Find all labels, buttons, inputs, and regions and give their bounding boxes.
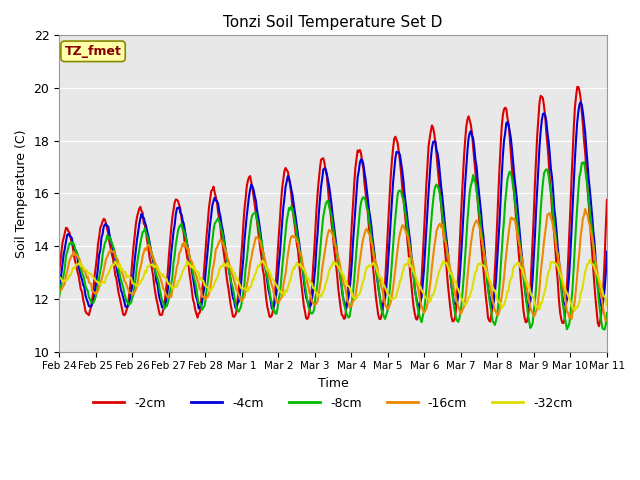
-8cm (553, 245, 561, 251)
-16cm (388, 292, 396, 298)
-8cm (226, 270, 234, 276)
-32cm (554, 264, 562, 270)
X-axis label: Time: Time (317, 377, 348, 390)
Line: -16cm: -16cm (59, 209, 607, 321)
-8cm (580, 159, 588, 165)
-2cm (286, 182, 294, 188)
-32cm (55, 275, 63, 280)
-4cm (554, 245, 562, 251)
-2cm (226, 294, 234, 300)
-16cm (226, 262, 234, 268)
-32cm (226, 264, 234, 269)
-8cm (286, 207, 294, 213)
-32cm (405, 255, 413, 261)
Legend: -2cm, -4cm, -8cm, -16cm, -32cm: -2cm, -4cm, -8cm, -16cm, -32cm (88, 392, 578, 415)
Line: -4cm: -4cm (59, 102, 607, 309)
-16cm (553, 248, 561, 254)
-8cm (603, 310, 611, 316)
-32cm (459, 299, 467, 304)
-32cm (286, 278, 294, 284)
-4cm (389, 180, 397, 185)
-8cm (55, 294, 63, 300)
-4cm (459, 223, 467, 229)
-8cm (362, 198, 369, 204)
-2cm (388, 157, 396, 163)
Y-axis label: Soil Temperature (C): Soil Temperature (C) (15, 129, 28, 258)
Title: Tonzi Soil Temperature Set D: Tonzi Soil Temperature Set D (223, 15, 443, 30)
-4cm (287, 187, 295, 192)
-4cm (55, 286, 63, 291)
-16cm (581, 206, 589, 212)
-16cm (362, 227, 369, 233)
-32cm (571, 308, 579, 313)
-32cm (603, 303, 611, 309)
-2cm (603, 197, 611, 203)
-4cm (363, 187, 371, 192)
-2cm (575, 84, 582, 90)
-16cm (286, 238, 294, 243)
-2cm (362, 190, 369, 196)
-16cm (458, 309, 465, 315)
-16cm (55, 288, 63, 294)
-32cm (388, 296, 396, 302)
-2cm (55, 269, 63, 275)
-4cm (269, 306, 277, 312)
Line: -32cm: -32cm (59, 258, 607, 311)
-4cm (577, 99, 584, 105)
-8cm (601, 326, 609, 332)
-32cm (362, 268, 369, 274)
-4cm (603, 249, 611, 254)
-16cm (602, 318, 610, 324)
-2cm (553, 265, 561, 271)
-8cm (458, 300, 465, 305)
-2cm (458, 198, 465, 204)
-2cm (595, 324, 603, 329)
-4cm (226, 271, 234, 277)
Line: -2cm: -2cm (59, 87, 607, 326)
-8cm (388, 258, 396, 264)
-16cm (603, 317, 611, 323)
Text: TZ_fmet: TZ_fmet (65, 45, 122, 58)
Line: -8cm: -8cm (59, 162, 607, 329)
